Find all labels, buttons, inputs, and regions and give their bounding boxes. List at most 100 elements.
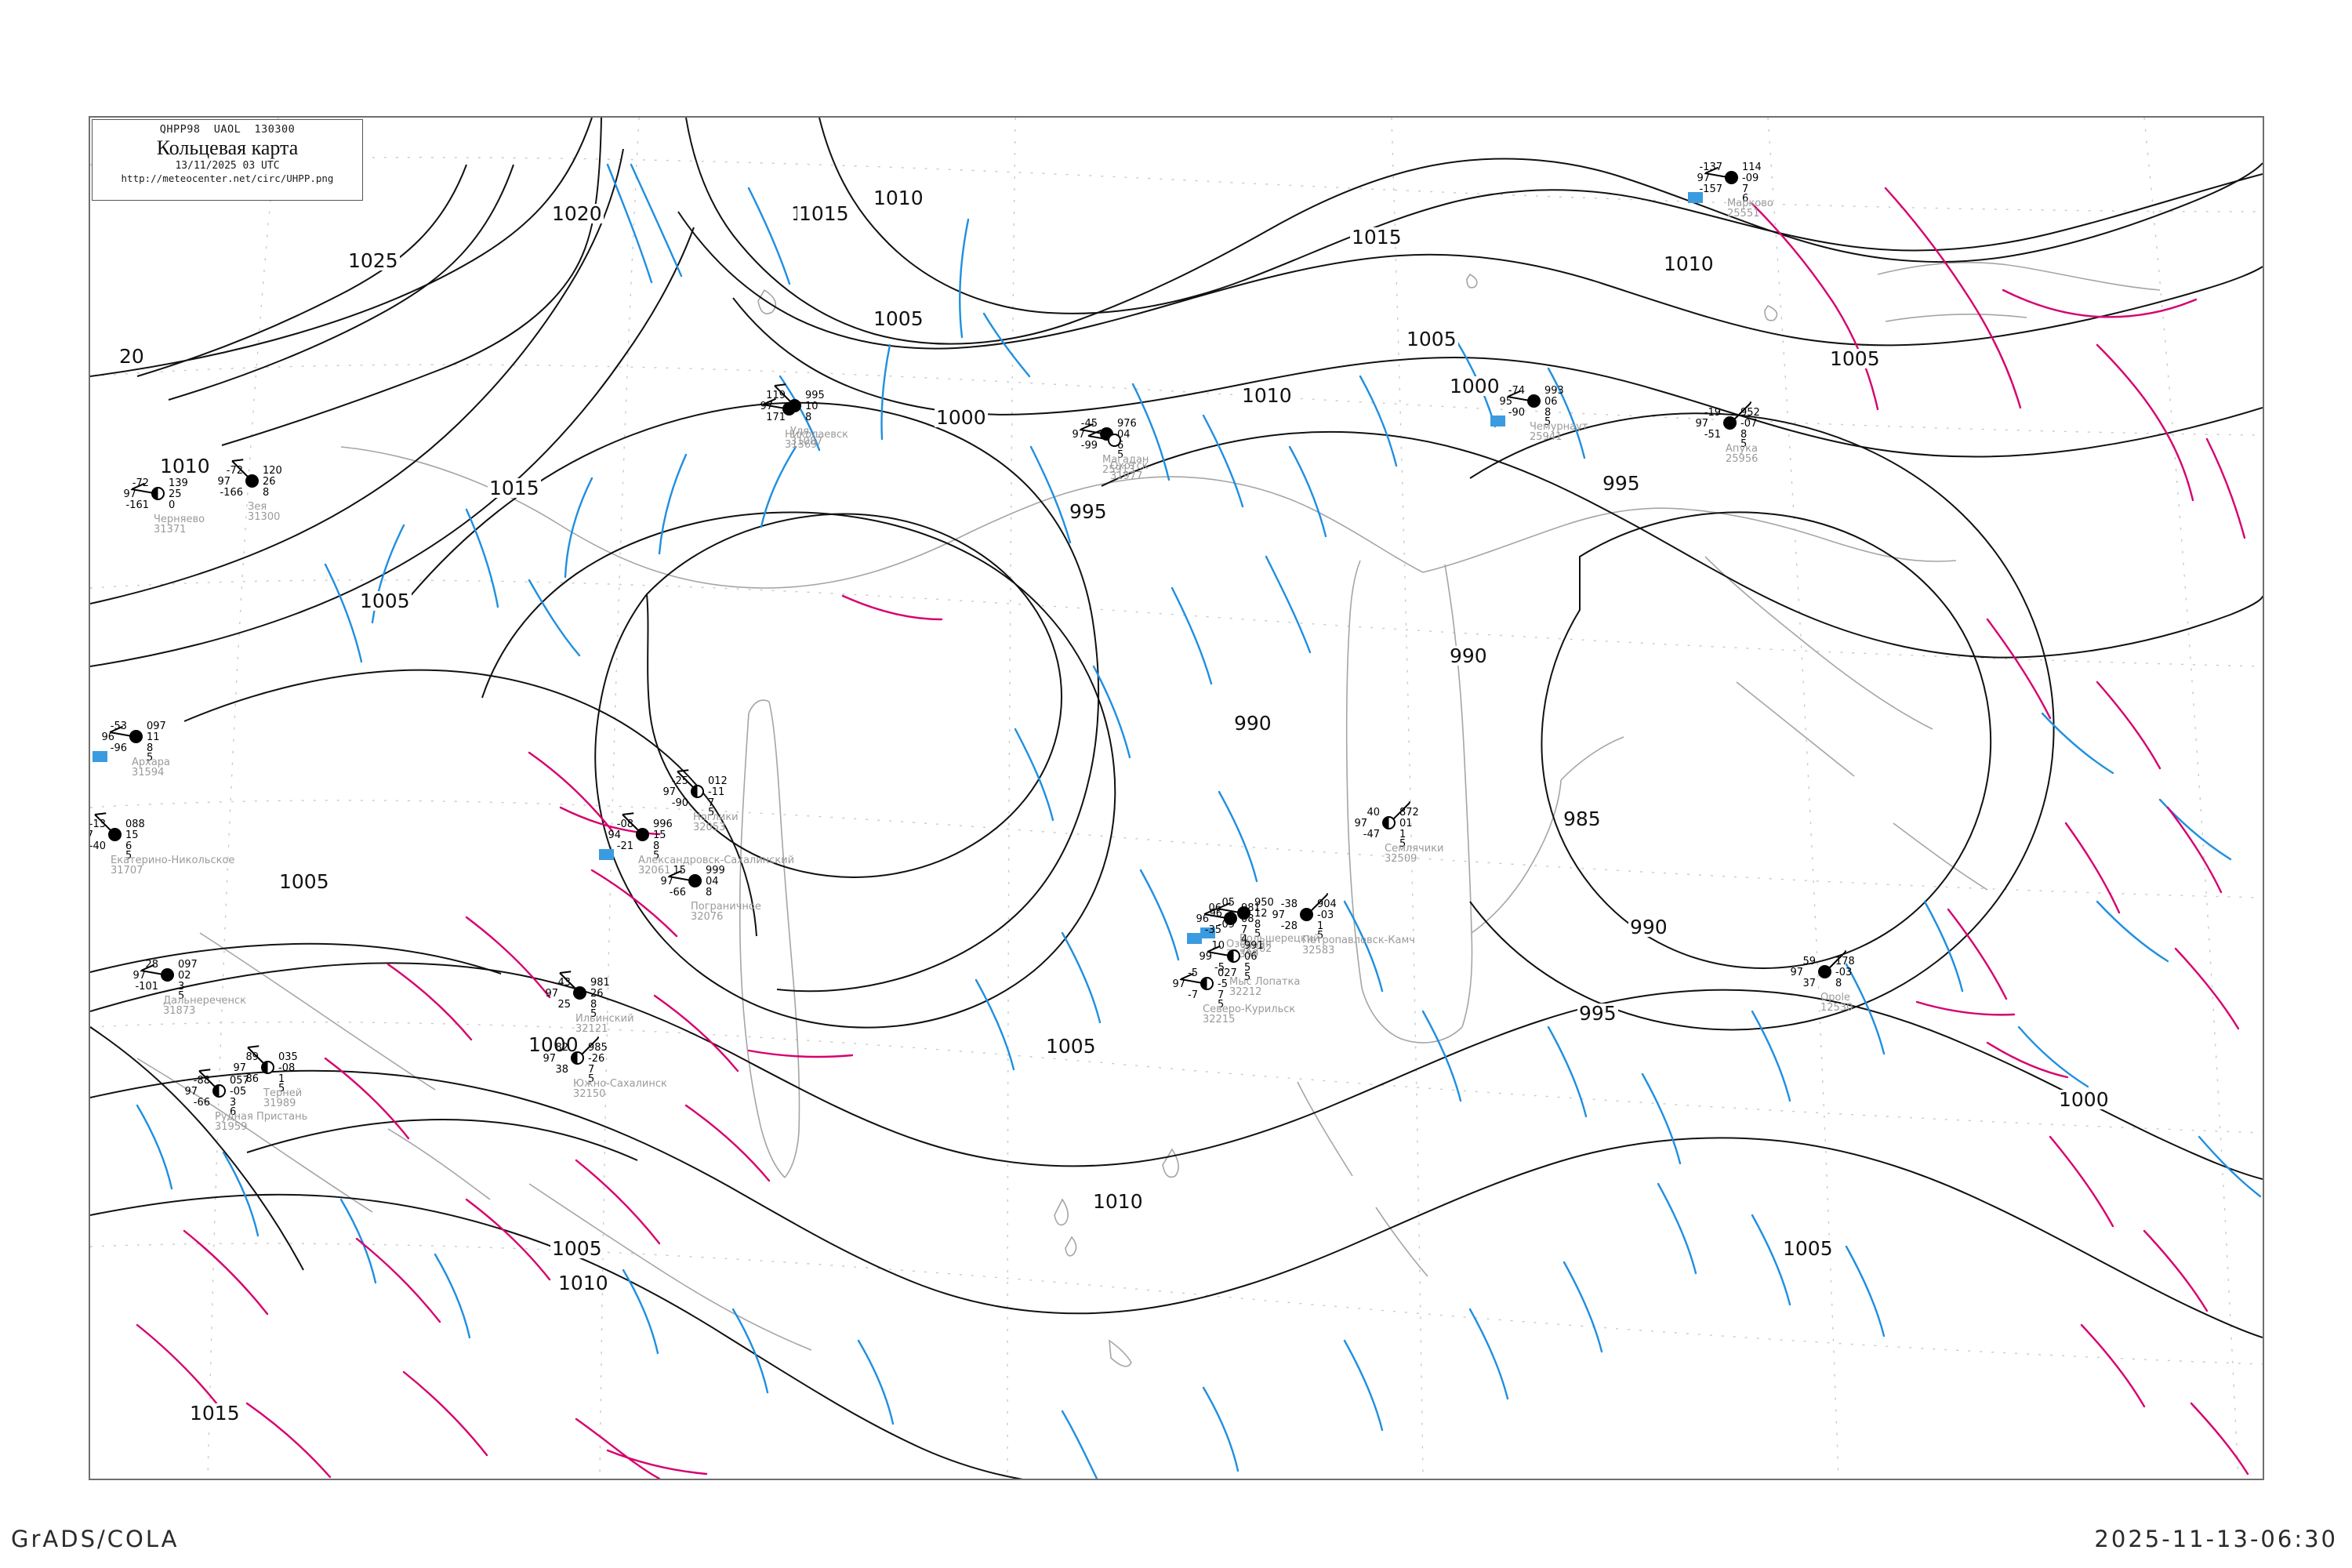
cloud-cover-symbol — [571, 1051, 584, 1065]
temperature-value: 28 — [145, 959, 158, 971]
dewpoint-value: -28 — [1280, 920, 1298, 932]
pressure-tendency-value: -03 — [1835, 967, 1853, 978]
visibility-value: 97 — [1072, 429, 1085, 441]
pressure-tendency-value: 02 — [178, 970, 191, 982]
isobar-label: 1005 — [1781, 1237, 1835, 1260]
pressure-value: 995 — [805, 390, 825, 401]
pressure-value: 999 — [706, 865, 725, 877]
low-cloud-value: 5 — [588, 1073, 595, 1085]
station-name: Южно-Сахалинск — [573, 1078, 667, 1090]
pressure-value: 981 — [1241, 902, 1261, 914]
visibility-value: 97 — [90, 830, 93, 840]
visibility-value: 97 — [217, 476, 230, 488]
precipitation-box — [1490, 416, 1505, 426]
low-cloud-value: 6 — [1742, 193, 1749, 205]
cloud-height-value: 8 — [590, 999, 597, 1011]
station-id: 31989 — [263, 1098, 296, 1109]
cloud-height-value: 8 — [653, 840, 660, 852]
pressure-value: 993 — [1544, 385, 1564, 397]
low-cloud-value: 5 — [653, 850, 660, 862]
pressure-value: 097 — [147, 720, 166, 732]
pressure-tendency-value: 01 — [1399, 818, 1413, 829]
temperature-value: -72 — [132, 477, 149, 489]
visibility-value: 97 — [1695, 418, 1708, 430]
map-datetime: 13/11/2025 03 UTC — [175, 160, 280, 172]
cloud-cover-symbol — [1818, 965, 1831, 978]
station-id: 31707 — [111, 865, 143, 877]
cloud-cover-symbol — [161, 968, 174, 982]
visibility-value: 97 — [543, 1053, 556, 1065]
dewpoint-value: -101 — [135, 981, 158, 993]
cloud-height-value: 8 — [147, 742, 154, 754]
pressure-tendency-value: 26 — [590, 988, 604, 1000]
pressure-tendency-value: -03 — [1317, 909, 1334, 921]
pressure-value: 139 — [169, 477, 188, 489]
dewpoint-value: -99 — [1080, 440, 1098, 452]
cloud-height-value: 7 — [1218, 989, 1225, 1001]
isobar-label: 1005 — [1405, 328, 1458, 350]
low-cloud-value: 5 — [1244, 971, 1251, 983]
isobar-label: 1005 — [358, 590, 412, 612]
low-cloud-value: 5 — [1740, 438, 1748, 450]
pressure-value: 981 — [590, 977, 610, 989]
station-id: 32053 — [693, 822, 726, 833]
station-id: 32076 — [691, 911, 724, 923]
temperature-value: 59 — [1802, 956, 1816, 967]
temperature-value: 10 — [1211, 940, 1225, 952]
cloud-height-value: 7 — [1241, 924, 1248, 936]
temperature-value: -5 — [1188, 967, 1198, 979]
cloud-height-value: 8 — [1254, 919, 1261, 931]
dewpoint-value: -21 — [616, 840, 633, 852]
station-id: 25941 — [1530, 431, 1563, 443]
precipitation-box — [599, 849, 614, 860]
map-source-url: http://meteocenter.net/circ/UHPP.png — [121, 172, 334, 185]
cloud-height-value: 3 — [178, 981, 185, 993]
isobar-label: 985 — [1562, 808, 1602, 830]
station-id: 31873 — [163, 1005, 196, 1017]
cloud-height-value: 8 — [1544, 407, 1552, 419]
station-name: Петропавловск-Камч — [1302, 935, 1415, 946]
isobar-label: 1025 — [347, 249, 400, 272]
cloud-cover-symbol — [1237, 906, 1250, 920]
pressure-value: 952 — [1740, 407, 1760, 419]
station-id: 31300 — [248, 511, 281, 523]
visibility-value: 97 — [1172, 978, 1185, 990]
isobar-label: 1010 — [1091, 1190, 1145, 1213]
precipitation-box — [1187, 933, 1202, 944]
pressure-value: 904 — [1317, 898, 1337, 910]
coastlines — [136, 261, 2161, 1367]
cloud-height-value: 8 — [1740, 429, 1748, 441]
dewpoint-value: 38 — [555, 1064, 568, 1076]
cloud-cover-symbol — [1108, 434, 1121, 447]
station-name: Большерецкий — [1240, 933, 1320, 945]
dewpoint-value: -51 — [1704, 429, 1721, 441]
dewpoint-value: 171 — [766, 412, 786, 423]
pressure-value: 120 — [263, 465, 282, 477]
visibility-value: 95 — [1499, 396, 1512, 408]
low-cloud-value: 5 — [1544, 416, 1552, 428]
isobar-label: 1010 — [1240, 384, 1294, 407]
pressure-value: 950 — [1254, 897, 1274, 909]
cloud-height-value: 0 — [169, 499, 176, 511]
station-name: Николаевск — [785, 429, 848, 441]
isobar-label: 1005 — [550, 1237, 604, 1260]
pressure-value: 114 — [1742, 162, 1762, 173]
station-name: Екатерино-Никольское — [111, 855, 235, 866]
pressure-value: 872 — [1399, 807, 1419, 818]
pressure-tendency-value: -05 — [230, 1086, 247, 1098]
pressure-tendency-value: 25 — [169, 488, 182, 500]
dewpoint-value: -161 — [125, 499, 149, 511]
isobar-label: 1000 — [935, 406, 988, 429]
temperature-value: 89 — [245, 1051, 259, 1063]
cloud-height-value: 1 — [1317, 920, 1324, 932]
dewpoint-value: -7 — [1188, 989, 1198, 1001]
temperature-value: -53 — [110, 720, 127, 732]
station-id: 31959 — [215, 1121, 248, 1133]
visibility-value: 97 — [132, 970, 146, 982]
isobar-label: 1005 — [872, 307, 925, 330]
visibility-value: 99 — [1199, 951, 1212, 963]
visibility-value: 97 — [123, 488, 136, 500]
cloud-height-value: 7 — [1742, 183, 1749, 195]
dewpoint-value: -35 — [1204, 924, 1221, 936]
station-name: Апука — [1726, 443, 1758, 455]
